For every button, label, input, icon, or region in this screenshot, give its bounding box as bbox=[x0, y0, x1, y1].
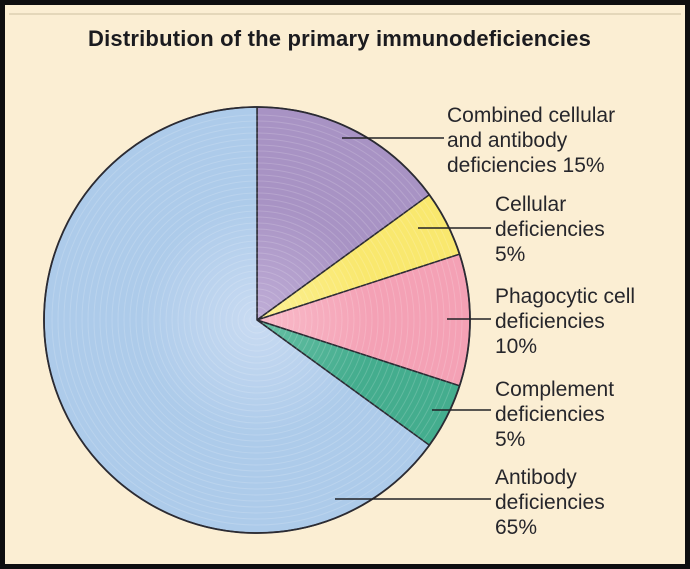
slice-label-1: Cellular deficiencies 5% bbox=[495, 193, 605, 266]
slice-label-3: Complement deficiencies 5% bbox=[495, 378, 615, 451]
slice-label-2: Phagocytic cell deficiencies 10% bbox=[495, 285, 636, 358]
figure-title: Distribution of the primary immunodefici… bbox=[88, 26, 592, 51]
slice-label-4: Antibody deficiencies 65% bbox=[495, 466, 605, 539]
slice-label-0: Combined cellular and antibody deficiencie… bbox=[447, 104, 616, 177]
pie-chart bbox=[43, 106, 491, 534]
ripple-texture bbox=[51, 114, 463, 526]
top-rule-line bbox=[9, 13, 681, 15]
figure-canvas: Distribution of the primary immunodefici… bbox=[5, 5, 685, 564]
